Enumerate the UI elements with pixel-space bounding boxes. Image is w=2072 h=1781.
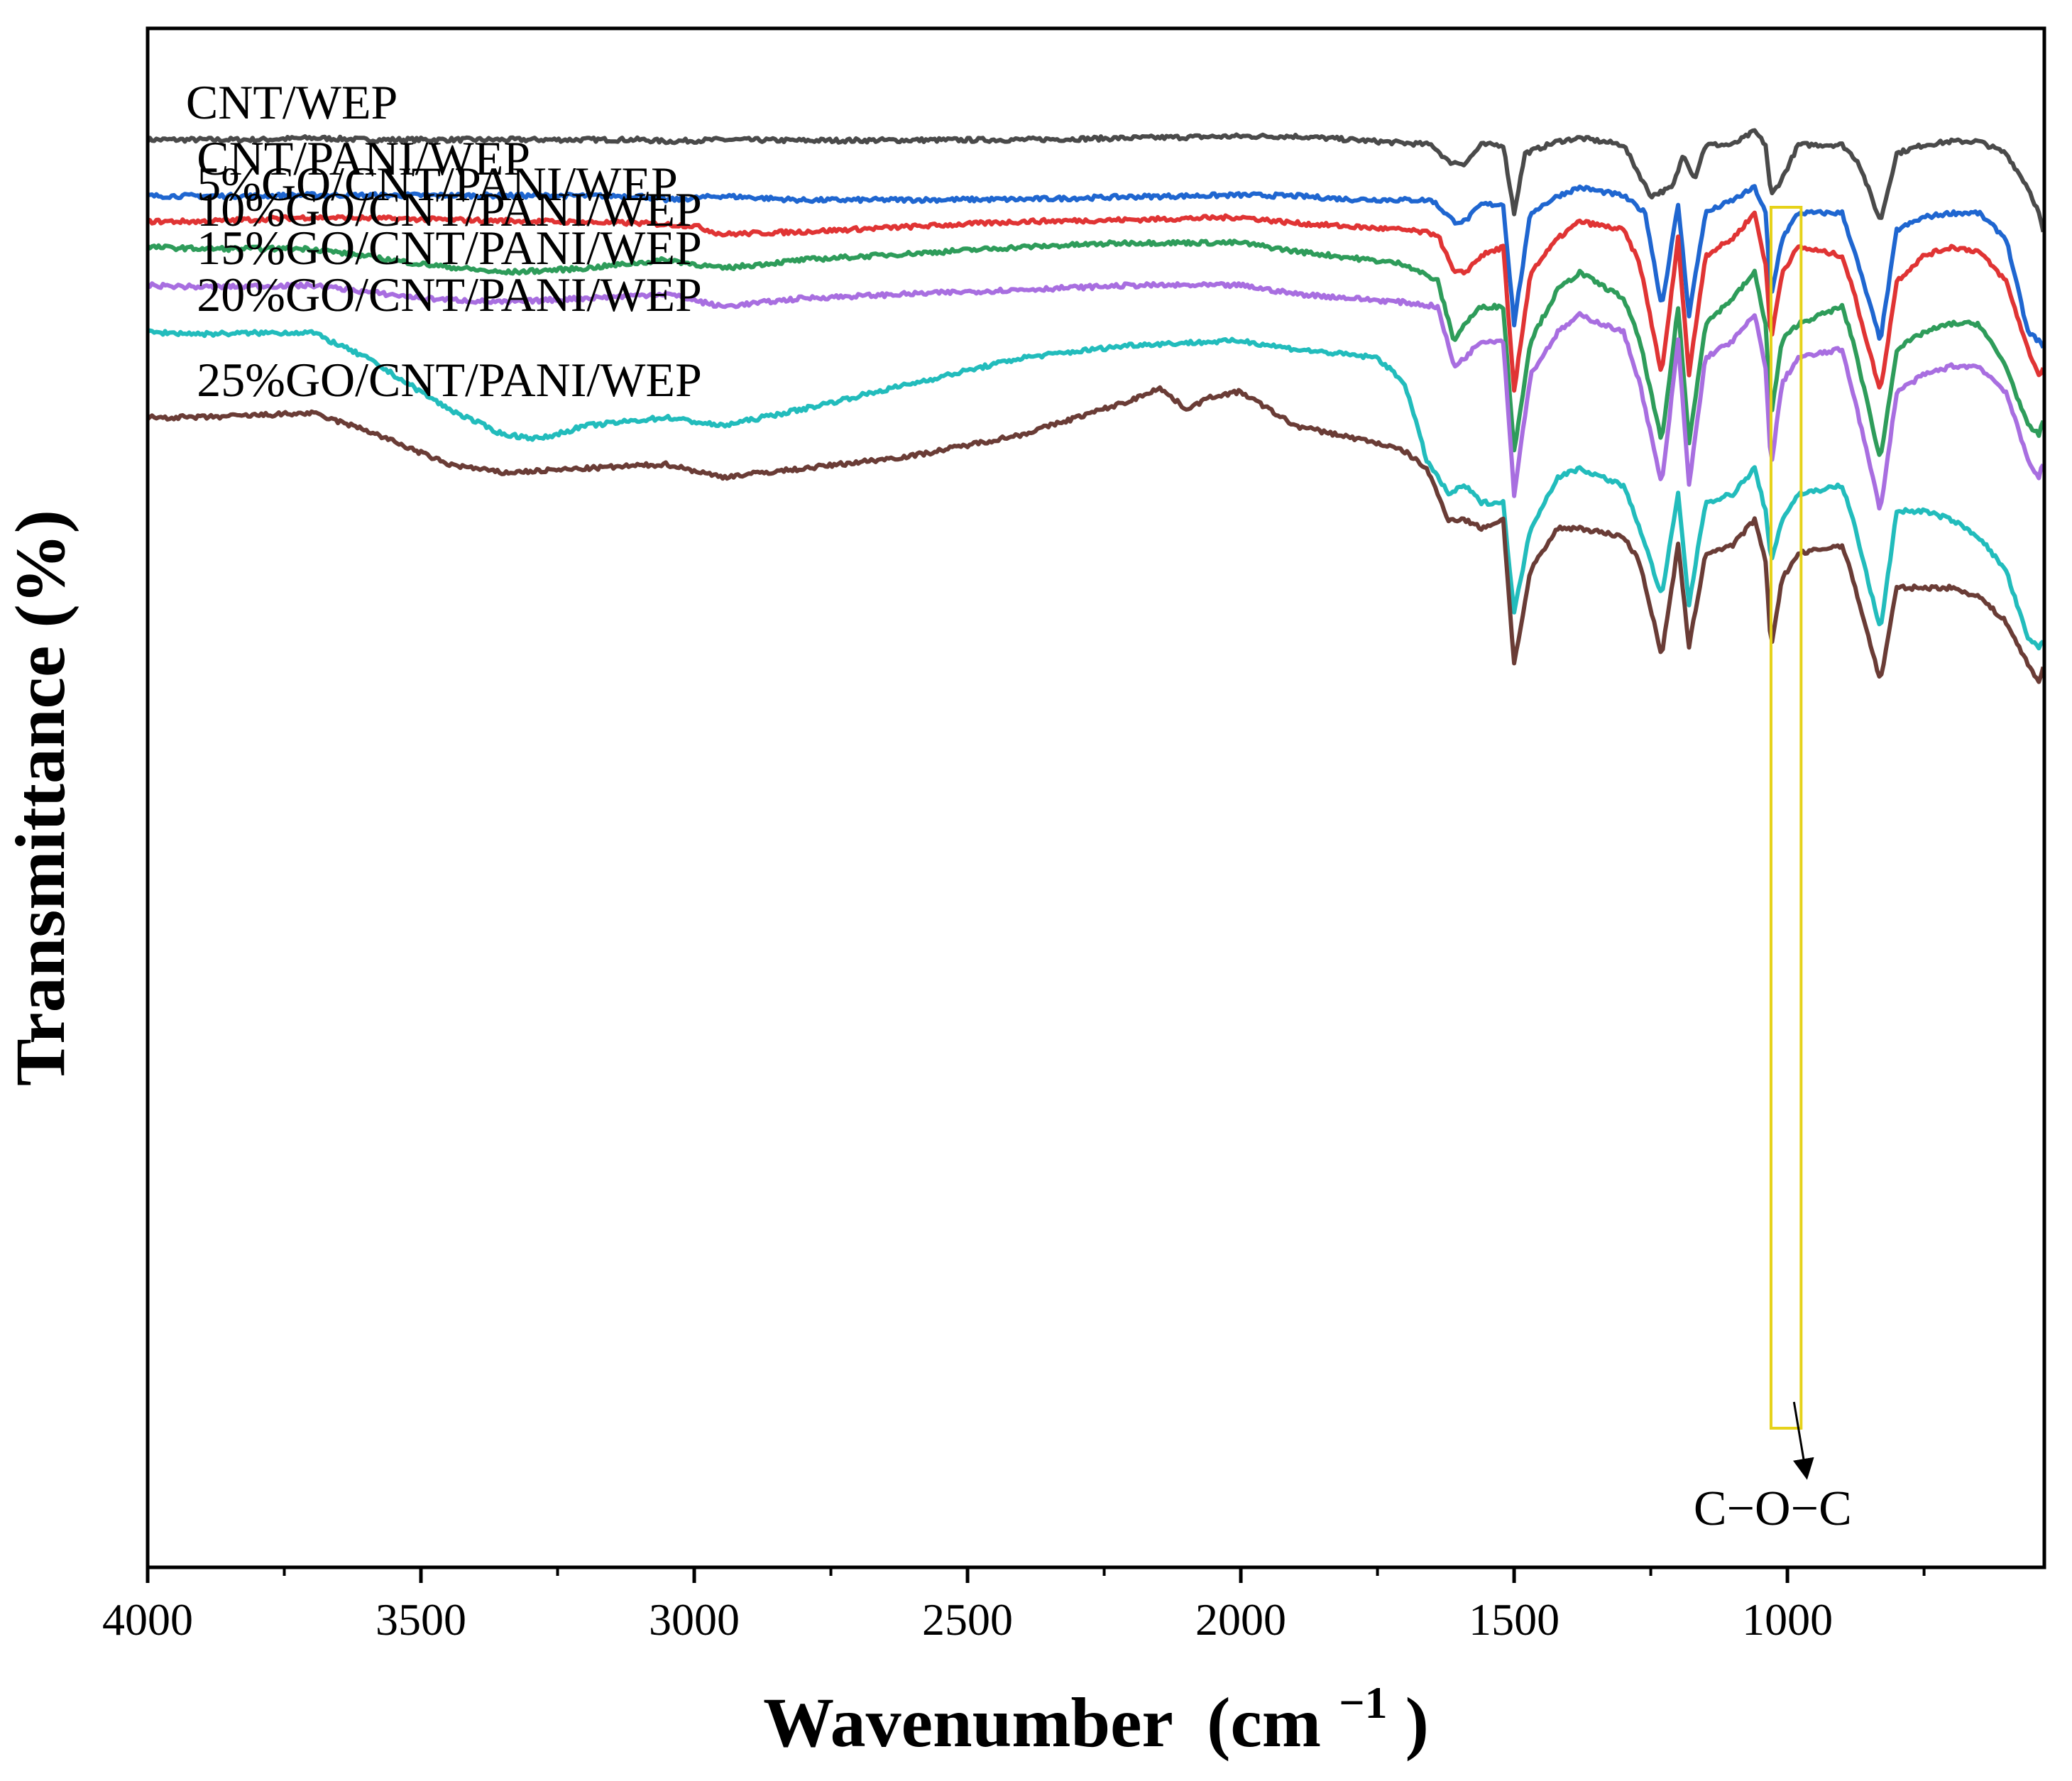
series-layer: [146, 128, 2046, 684]
series-line-4: [146, 281, 2046, 511]
x-tick-label: 4000: [102, 1594, 193, 1645]
series-label: 5%GO/CNT/PANI/WEP: [197, 157, 678, 211]
x-axis-label-unit: (cm: [1207, 1683, 1321, 1762]
x-tick-label: 3500: [376, 1594, 466, 1645]
annotation: C−O−C: [1694, 206, 1852, 1536]
c-o-c-arrow: [1792, 1401, 1814, 1480]
series-labels: CNT/WEPCNT/PANI/WEP5%GO/CNT/PANI/WEP10%G…: [186, 75, 702, 407]
y-axis-label: Transmittance (%): [1, 510, 80, 1086]
series-line-5: [146, 328, 2045, 651]
series-line-2: [147, 210, 2046, 393]
series-line-6: [146, 385, 2046, 684]
series-label: CNT/WEP: [186, 75, 398, 129]
x-axis-label-exponent: −1: [1339, 1677, 1387, 1728]
x-axis-label-main: Wavenumber: [763, 1683, 1172, 1762]
c-o-c-label: C−O−C: [1694, 1481, 1852, 1536]
series-label: 10%GO/CNT/PANI/WEP: [197, 182, 702, 236]
series-line-3: [146, 239, 2046, 457]
x-tick-label: 1000: [1742, 1594, 1833, 1645]
x-axis: 4000 3500 3000 2500 2000 1500 1000: [102, 1567, 1926, 1645]
series-label: 20%GO/CNT/PANI/WEP: [197, 268, 702, 322]
series-line-0: [146, 128, 2046, 233]
series-label: CNT/PANI/WEP: [197, 131, 530, 185]
x-tick-label: 2500: [922, 1594, 1013, 1645]
x-tick-label: 2000: [1195, 1594, 1286, 1645]
series-line-1: [147, 184, 2046, 349]
x-axis-label-close: ): [1405, 1683, 1429, 1762]
plot-frame: [146, 26, 2046, 1569]
series-label: 25%GO/CNT/PANI/WEP: [197, 353, 702, 407]
series-label: 15%GO/CNT/PANI/WEP: [197, 221, 702, 275]
x-tick-label: 3000: [649, 1594, 740, 1645]
x-axis-label: Wavenumber (cm −1 ): [763, 1655, 1429, 1762]
x-tick-label: 1500: [1469, 1594, 1560, 1645]
c-o-c-highlight-box: [1769, 206, 1803, 1430]
